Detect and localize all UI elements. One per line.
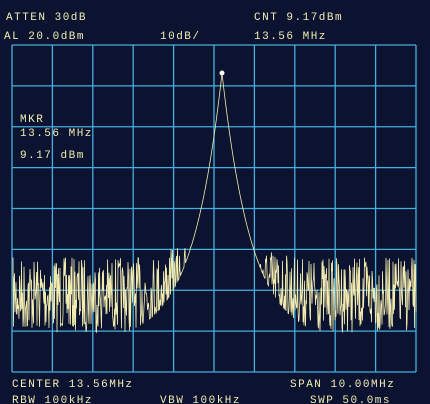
sweep: SWP 50.0ms: [310, 395, 391, 404]
marker-level: 9.17 dBm: [20, 150, 85, 162]
marker-freq: 13.56 MHz: [20, 128, 93, 140]
display: ATTEN 30dB CNT 9.17dBm AL 20.0dBm 10dB/ …: [0, 0, 430, 404]
vbw: VBW 100kHz: [160, 395, 241, 404]
counter: CNT 9.17dBm: [254, 12, 343, 24]
marker-dot: [220, 71, 225, 76]
atten: ATTEN 30dB: [6, 12, 87, 24]
analyzer-screen: ATTEN 30dB CNT 9.17dBm AL 20.0dBm 10dB/ …: [0, 0, 430, 404]
rbw: RBW 100kHz: [12, 395, 93, 404]
background: [0, 0, 430, 404]
marker-label: MKR: [20, 114, 44, 126]
span: SPAN 10.00MHz: [290, 379, 395, 391]
center-freq: CENTER 13.56MHz: [12, 379, 134, 391]
ref-level: AL 20.0dBm: [4, 31, 85, 43]
scale: 10dB/: [160, 31, 201, 43]
counter-freq: 13.56 MHz: [254, 31, 327, 43]
